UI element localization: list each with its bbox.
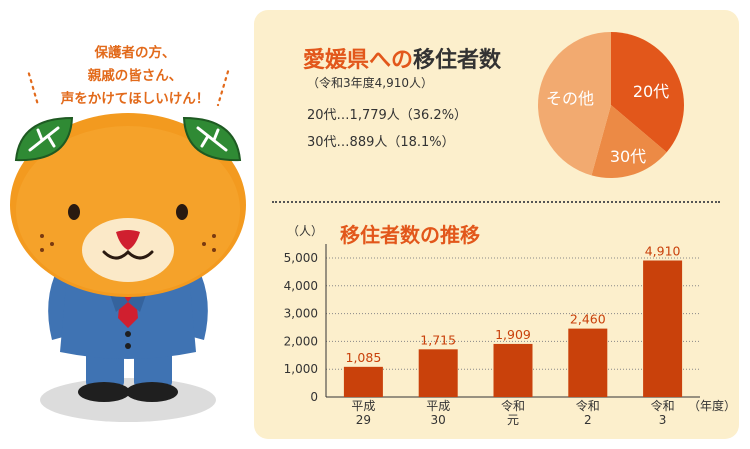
bar-value-label: 1,909	[495, 327, 531, 342]
speech-text: 保護者の方、 親戚の皆さん、 声をかけてほしいけん！	[40, 42, 230, 111]
y-axis-unit: （人）	[287, 224, 324, 238]
x-tick-label: 30	[431, 413, 446, 427]
section-divider	[272, 201, 720, 203]
x-tick-label: 令和	[576, 398, 600, 413]
x-tick-label: 平成	[426, 399, 450, 413]
mascot-illustration	[10, 70, 246, 422]
title-part-1: 愛媛県への	[303, 48, 414, 73]
chart-title: 移住者数の推移	[340, 223, 480, 247]
y-tick-label: 2,000	[284, 334, 318, 348]
bar-value-label: 2,460	[570, 312, 606, 327]
bar	[643, 260, 683, 397]
stat-30s: 30代…889人（18.1%）	[307, 135, 455, 150]
x-tick-label: 平成	[351, 399, 375, 413]
speech-line: 声をかけてほしいけん！	[60, 91, 210, 107]
migrant-count-subtitle: （令和3年度4,910人）	[307, 76, 433, 90]
y-tick-label: 0	[310, 390, 318, 404]
stat-20s: 20代…1,779人（36.2%）	[307, 108, 468, 123]
speech-line: 保護者の方、	[94, 45, 176, 61]
x-tick-label: 令和	[651, 398, 675, 413]
title-part-2: 移住者数	[413, 48, 502, 73]
y-tick-label: 5,000	[284, 251, 318, 265]
x-axis-label: （年度）	[688, 398, 736, 413]
x-tick-label: 元	[507, 413, 519, 427]
bar	[493, 343, 533, 397]
y-tick-label: 3,000	[284, 307, 318, 321]
speech-line: 親戚の皆さん、	[87, 68, 183, 84]
migrant-count-title: 愛媛県への移住者数	[303, 42, 501, 74]
bar-value-label: 1,715	[420, 332, 456, 347]
y-tick-label: 4,000	[284, 279, 318, 293]
x-tick-label: 2	[584, 413, 592, 427]
bar-value-label: 4,910	[645, 244, 681, 259]
bar	[343, 366, 383, 397]
x-tick-label: 3	[659, 413, 667, 427]
y-tick-label: 1,000	[284, 362, 318, 376]
bar-value-label: 1,085	[346, 350, 382, 365]
bar	[568, 328, 608, 397]
x-tick-label: 令和	[501, 398, 525, 413]
bar	[418, 349, 458, 397]
x-tick-label: 29	[356, 413, 371, 427]
